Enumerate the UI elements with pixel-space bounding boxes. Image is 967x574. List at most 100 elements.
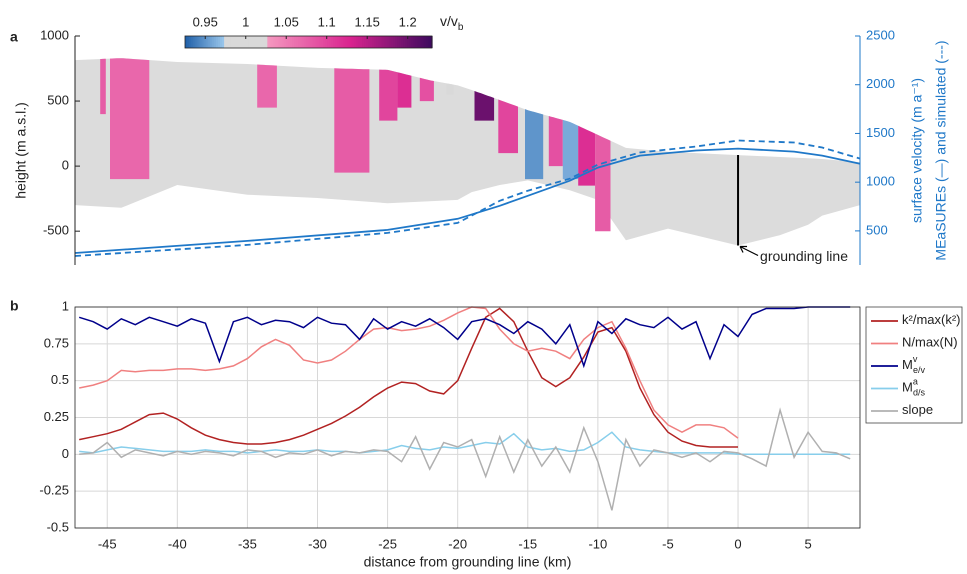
velocity-ratio-stripe [595, 133, 611, 232]
colorbar-cell [222, 36, 225, 48]
colorbar-cell [392, 36, 396, 48]
colorbar-cell [254, 36, 258, 48]
colorbar-cell [234, 36, 238, 48]
x-tick-label: -45 [98, 536, 117, 551]
x-tick-label: -15 [518, 536, 537, 551]
annotation-arrow [739, 245, 759, 257]
velocity-ratio-stripe [379, 69, 398, 121]
velocity-ratio-stripe [100, 58, 106, 115]
colorbar-cell [269, 36, 273, 48]
colorbar-cell [335, 36, 338, 48]
colorbar-cell [228, 36, 231, 48]
legend-name: M [902, 357, 913, 372]
colorbar-cell [207, 36, 211, 48]
colorbar-cell [405, 36, 408, 48]
velocity-ratio-stripe [562, 119, 579, 180]
colorbar-cell [242, 36, 246, 48]
velocity-ratio-stripe [397, 72, 412, 108]
y-tick-label: 0.25 [44, 409, 69, 424]
colorbar-cell [378, 36, 382, 48]
colorbar-cell [263, 36, 266, 48]
y2-axis-label: MEaSUREs (—) and simulated (---) [933, 40, 949, 260]
velocity-ratio-stripe [525, 109, 544, 180]
colorbar-cell [353, 36, 357, 48]
y-tick-label: 0.75 [44, 335, 69, 350]
x-tick-label: -40 [168, 536, 187, 551]
annotation: grounding line [760, 248, 848, 264]
legend-label: k²/max(k²) [902, 312, 961, 327]
legend-box [865, 306, 963, 424]
colorbar-cell [312, 36, 316, 48]
colorbar-cell [217, 36, 221, 48]
colorbar-cell [244, 36, 248, 48]
colorbar-cell [273, 36, 277, 48]
colorbar-cell [329, 36, 332, 48]
colorbar-cell [366, 36, 369, 48]
colorbar-cell [341, 36, 345, 48]
colorbar-cell [230, 36, 233, 48]
colorbar-cell [409, 36, 413, 48]
colorbar-cell [345, 36, 349, 48]
x-tick-label: -30 [308, 536, 327, 551]
colorbar-cell [419, 36, 423, 48]
colorbar-cell [240, 36, 244, 48]
colorbar-cell [259, 36, 262, 48]
legend-name: k²/max(k²) [902, 312, 961, 327]
colorbar-cell [384, 36, 388, 48]
colorbar-tick-label: 1.15 [355, 14, 380, 29]
colorbar-cell [359, 36, 363, 48]
colorbar-cell [331, 36, 334, 48]
colorbar-tick-label: 0.95 [193, 14, 218, 29]
colorbar-cell [294, 36, 297, 48]
legend-name: slope [902, 402, 933, 417]
colorbar-cell [287, 36, 291, 48]
colorbar-cell [201, 36, 205, 48]
colorbar-label: v/vb [440, 13, 464, 33]
legend-name: M [902, 380, 913, 395]
colorbar-cell [215, 36, 219, 48]
y2-tick-label: 2000 [866, 76, 895, 91]
colorbar-cell [279, 36, 283, 48]
colorbar-label-text: v/v [440, 13, 458, 29]
colorbar-cell [370, 36, 373, 48]
colorbar-cell [421, 36, 425, 48]
colorbar-cell [302, 36, 305, 48]
colorbar-cell [306, 36, 310, 48]
legend-label: N/max(N) [902, 335, 958, 350]
series-line [79, 307, 738, 448]
colorbar-cell [257, 36, 260, 48]
y-tick-label: 0 [62, 158, 69, 173]
x-tick-label: -5 [662, 536, 674, 551]
colorbar-cell [357, 36, 361, 48]
colorbar-cell [423, 36, 427, 48]
y2-tick-label: 1500 [866, 125, 895, 140]
colorbar-cell [415, 36, 419, 48]
colorbar-cell [283, 36, 287, 48]
x-tick-label: -20 [448, 536, 467, 551]
colorbar-cell [411, 36, 415, 48]
colorbar-cell [203, 36, 207, 48]
panel-label: a [10, 29, 18, 45]
colorbar-cell [185, 36, 188, 48]
colorbar-cell [362, 36, 365, 48]
colorbar-cell [403, 36, 406, 48]
colorbar-cell [300, 36, 303, 48]
axes-frame [74, 306, 861, 529]
velocity-ratio-stripe [474, 91, 495, 121]
y-tick-label: 500 [47, 92, 69, 107]
legend-sup: a [913, 377, 918, 387]
colorbar-cell [211, 36, 215, 48]
velocity-ratio-stripe [334, 68, 370, 173]
colorbar-cell [372, 36, 375, 48]
x-axis-label: distance from grounding line (km) [364, 554, 572, 570]
colorbar-cell [320, 36, 324, 48]
colorbar-cell [289, 36, 293, 48]
colorbar-cell [193, 36, 196, 48]
colorbar-cell [425, 36, 429, 48]
velocity-line [74, 147, 861, 254]
legend-sup: v [913, 354, 918, 364]
colorbar-cell [429, 36, 433, 48]
colorbar-cell [197, 36, 201, 48]
colorbar-cell [296, 36, 299, 48]
